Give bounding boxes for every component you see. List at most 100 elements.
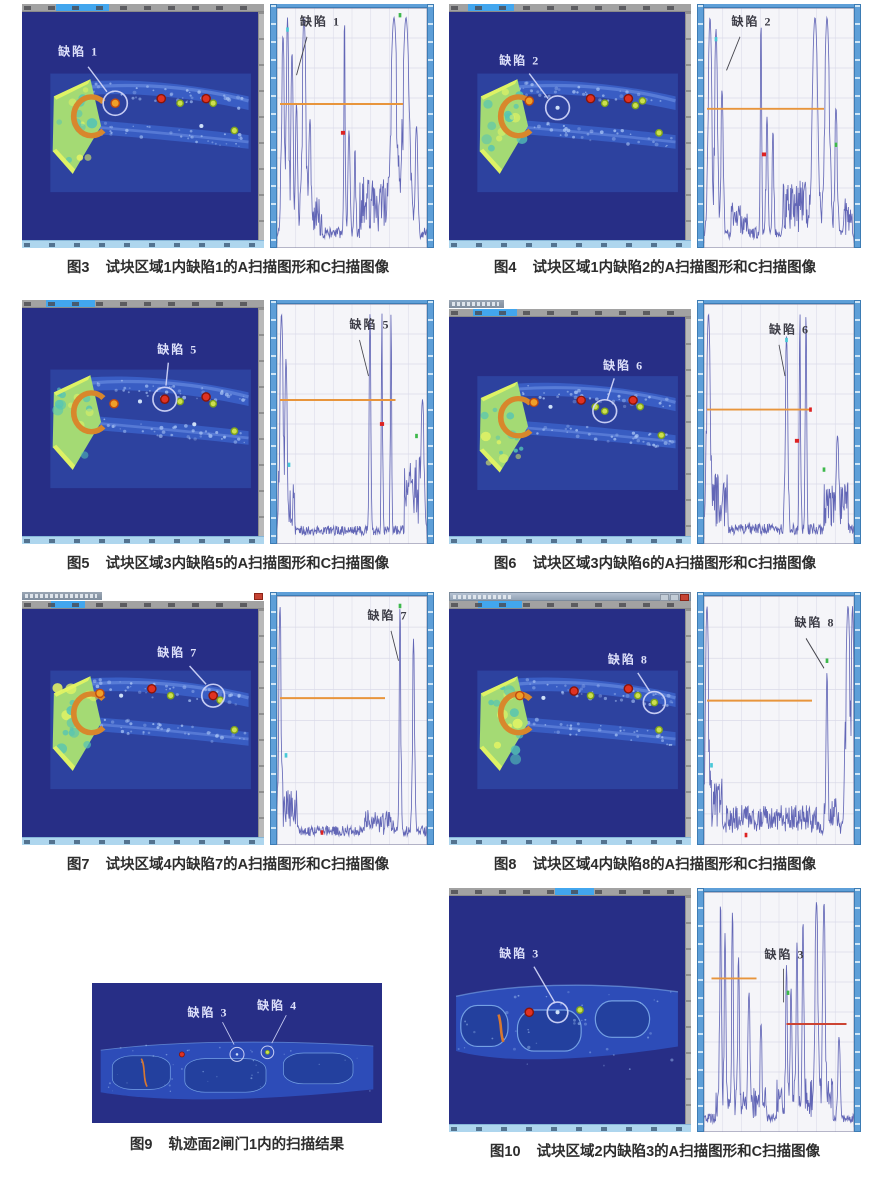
ascan-plot-holder bbox=[703, 891, 855, 1133]
cscan-scrollbar bbox=[685, 896, 691, 1124]
ascan-left-scrollbar bbox=[697, 592, 704, 845]
ruler-bottom-ticks bbox=[24, 243, 262, 247]
figure-caption: 图7 试块区域4内缺陷7的A扫描图形和C扫描图像 bbox=[22, 853, 434, 874]
caption-text: 试块区域3内缺陷6的A扫描图形和C扫描图像 bbox=[532, 556, 817, 572]
caption-number: 图7 bbox=[66, 857, 90, 873]
ascan-right-scrollbar bbox=[854, 888, 861, 1132]
ascan-left-scrollbar bbox=[270, 300, 277, 544]
ascan-panel: 缺陷 8 bbox=[703, 592, 855, 846]
cscan-scrollbar bbox=[685, 12, 691, 240]
ruler-ticks bbox=[24, 302, 262, 306]
defect-label: 缺陷 4 bbox=[257, 998, 299, 1013]
window-titlebar bbox=[449, 592, 691, 601]
defect-label: 缺陷 8 bbox=[607, 652, 649, 667]
ruler-top bbox=[22, 4, 264, 12]
ascan-plot-holder bbox=[703, 595, 855, 846]
ascan-left-scrollbar bbox=[270, 592, 277, 845]
ruler-bottom bbox=[22, 837, 264, 845]
cscan-image bbox=[449, 896, 685, 1124]
cscan-image bbox=[22, 12, 258, 240]
ruler-bottom-ticks bbox=[451, 840, 689, 844]
cscan-image bbox=[22, 308, 258, 536]
window-title bbox=[453, 595, 513, 599]
ruler-bottom bbox=[22, 240, 264, 248]
figure-caption: 图3 试块区域1内缺陷1的A扫描图形和C扫描图像 bbox=[22, 256, 434, 277]
cscan-window: 缺陷 6 bbox=[449, 300, 691, 544]
caption-number: 图8 bbox=[493, 857, 517, 873]
ruler-top bbox=[449, 309, 691, 317]
cscan-scrollbar bbox=[685, 609, 691, 837]
caption-number: 图3 bbox=[66, 260, 90, 276]
ruler-top bbox=[22, 300, 264, 308]
figure-caption: 图6 试块区域3内缺陷6的A扫描图形和C扫描图像 bbox=[449, 552, 861, 573]
window-buttons bbox=[660, 594, 689, 601]
ascan-window: 缺陷 3 bbox=[697, 888, 861, 1133]
close-icon bbox=[680, 594, 689, 601]
figure-fig4: 缺陷 2 缺陷 2 图4 试块区域1内缺陷2的A扫描图形和C扫描图像 bbox=[449, 4, 861, 280]
caption-number: 图10 bbox=[489, 1144, 521, 1160]
figure-fig5: 缺陷 5 缺陷 5 图5 试块区域3内缺陷5的A扫描图形和C扫描图像 bbox=[22, 300, 434, 576]
defect-label: 缺陷 7 bbox=[367, 608, 409, 623]
ruler-ticks bbox=[451, 6, 689, 10]
defect-label: 缺陷 3 bbox=[764, 947, 806, 962]
ascan-plot-holder bbox=[276, 303, 428, 545]
window-title-text bbox=[25, 594, 97, 598]
caption-text: 试块区域2内缺陷3的A扫描图形和C扫描图像 bbox=[536, 1144, 821, 1160]
ascan-plot bbox=[703, 891, 855, 1133]
ascan-plot bbox=[276, 7, 428, 249]
figure-caption: 图5 试块区域3内缺陷5的A扫描图形和C扫描图像 bbox=[22, 552, 434, 573]
ruler-ticks bbox=[451, 890, 689, 894]
caption-text: 试块区域4内缺陷8的A扫描图形和C扫描图像 bbox=[532, 857, 817, 873]
caption-number: 图5 bbox=[66, 556, 90, 572]
window-titlebar bbox=[22, 592, 264, 601]
ascan-plot-holder bbox=[276, 7, 428, 249]
figure-fig10: 缺陷 3 缺陷 3 图10 试块区域2内缺陷3的A扫描图形和C扫描图像 bbox=[449, 888, 861, 1164]
cscan-window: 缺陷 5 bbox=[22, 300, 264, 544]
cscan-window: 缺陷 3 bbox=[449, 888, 691, 1132]
cscan-window: 缺陷 7 bbox=[22, 592, 264, 845]
ruler-bottom bbox=[449, 837, 691, 845]
ruler-top bbox=[449, 4, 691, 12]
figure-fig9: 缺陷 3 缺陷 4 图9 轨迹面2闸门1内的扫描结果 bbox=[92, 983, 382, 1157]
ruler-bottom-ticks bbox=[451, 1127, 689, 1131]
ascan-plot-holder bbox=[703, 303, 855, 545]
maximize-icon bbox=[670, 594, 679, 601]
defect-label: 缺陷 2 bbox=[499, 53, 541, 68]
figure-fig3: 缺陷 1 缺陷 1 图3 试块区域1内缺陷1的A扫描图形和C扫描图像 bbox=[22, 4, 434, 280]
cscan-image bbox=[92, 983, 382, 1123]
figure-caption: 图4 试块区域1内缺陷2的A扫描图形和C扫描图像 bbox=[449, 256, 861, 277]
ascan-plot bbox=[276, 303, 428, 545]
ascan-right-scrollbar bbox=[427, 592, 434, 845]
ascan-panel: 缺陷 7 bbox=[276, 592, 428, 846]
ascan-window: 缺陷 7 bbox=[270, 592, 434, 846]
figure-caption: 图8 试块区域4内缺陷8的A扫描图形和C扫描图像 bbox=[449, 853, 861, 874]
ascan-panel: 缺陷 1 bbox=[276, 4, 428, 249]
ruler-top bbox=[449, 601, 691, 609]
ruler-ticks bbox=[451, 311, 689, 315]
ascan-right-scrollbar bbox=[427, 300, 434, 544]
ascan-right-scrollbar bbox=[427, 4, 434, 248]
ascan-window: 缺陷 5 bbox=[270, 300, 434, 545]
ascan-plot-holder bbox=[703, 7, 855, 249]
caption-text: 试块区域1内缺陷1的A扫描图形和C扫描图像 bbox=[105, 260, 390, 276]
defect-label: 缺陷 6 bbox=[768, 322, 811, 337]
cscan-panel: 缺陷 7 bbox=[22, 609, 258, 837]
cscan-window: 缺陷 1 bbox=[22, 4, 264, 248]
caption-text: 试块区域3内缺陷5的A扫描图形和C扫描图像 bbox=[105, 556, 390, 572]
figure-caption: 图9 轨迹面2闸门1内的扫描结果 bbox=[92, 1133, 382, 1154]
window-title bbox=[449, 300, 504, 308]
ruler-bottom bbox=[449, 240, 691, 248]
caption-number: 图4 bbox=[493, 260, 517, 276]
window-title bbox=[22, 592, 102, 600]
figure-fig6: 缺陷 6 缺陷 6 图6 试块区域3内缺陷6的A扫描图形和C扫描图像 bbox=[449, 300, 861, 576]
defect-label: 缺陷 7 bbox=[157, 645, 199, 660]
ascan-right-scrollbar bbox=[854, 4, 861, 248]
cscan-image bbox=[22, 609, 258, 837]
caption-number: 图6 bbox=[493, 556, 517, 572]
ascan-left-scrollbar bbox=[270, 4, 277, 248]
ruler-bottom-ticks bbox=[451, 243, 689, 247]
defect-label: 缺陷 6 bbox=[603, 358, 645, 373]
defect-label: 缺陷 8 bbox=[794, 615, 836, 630]
ascan-plot-holder bbox=[276, 595, 428, 846]
